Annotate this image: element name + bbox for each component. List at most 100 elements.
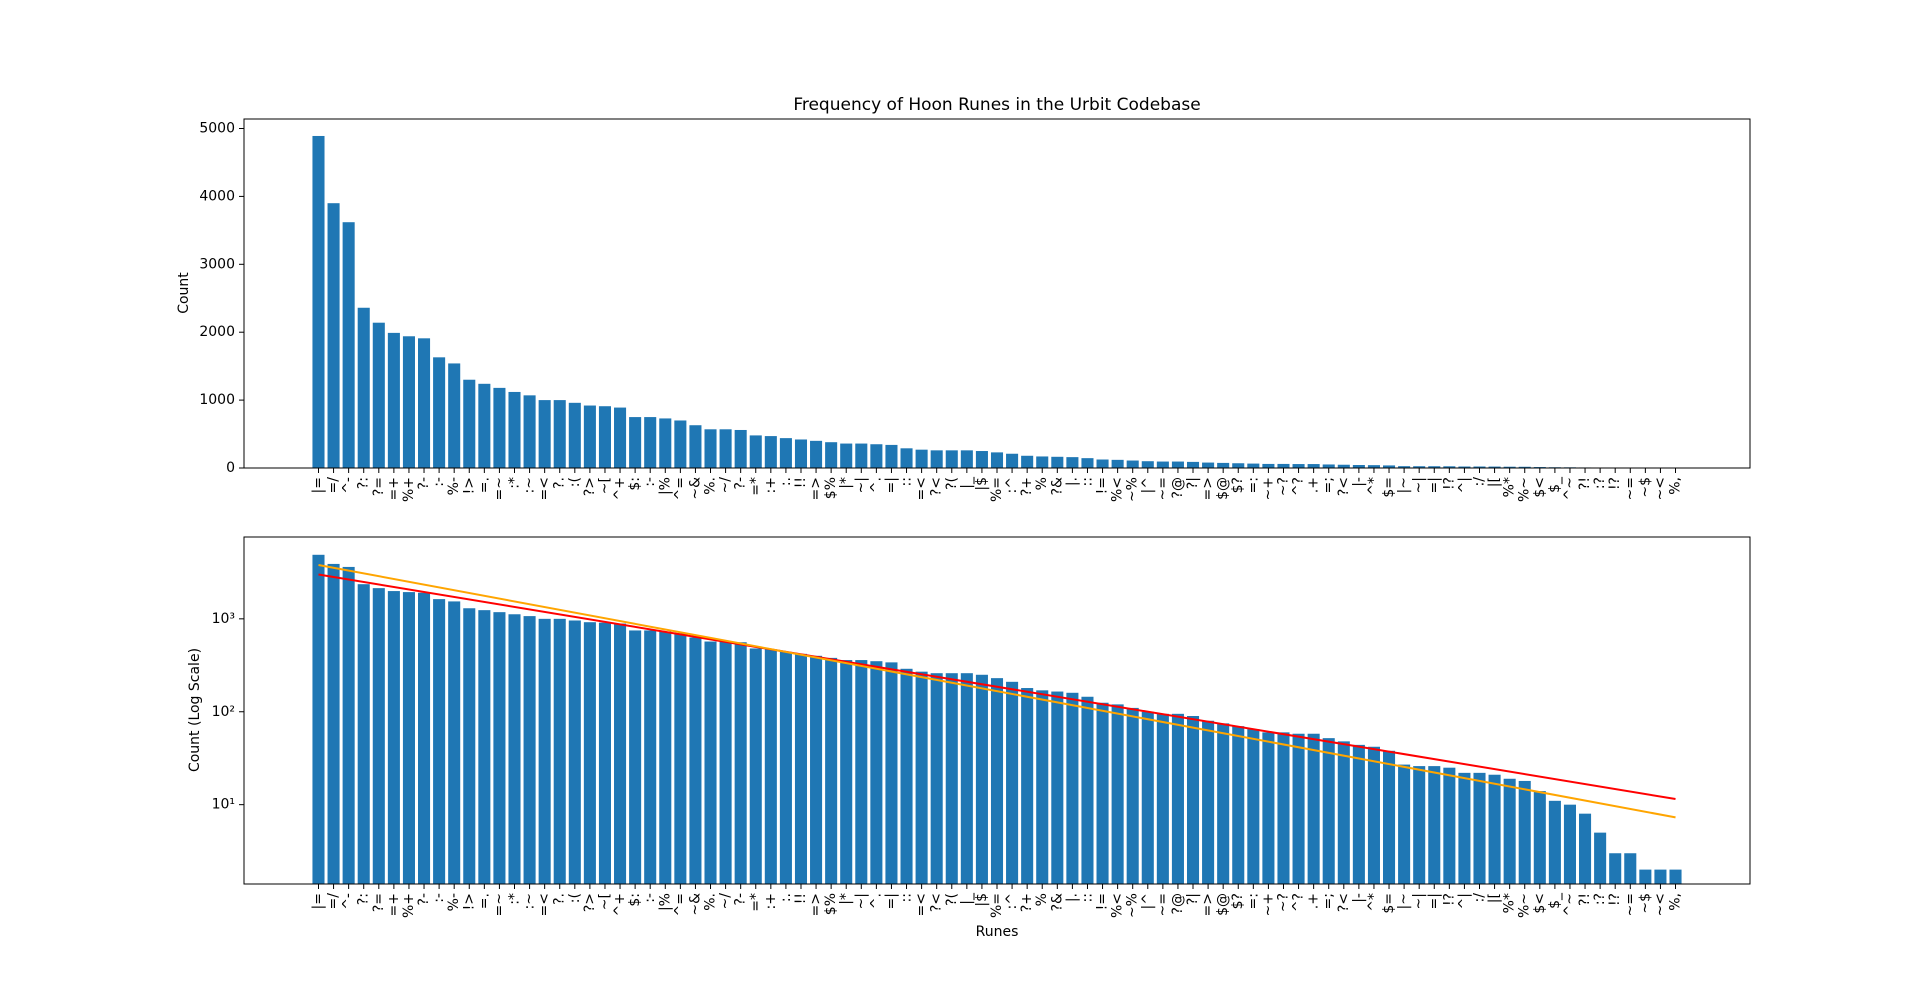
x-tick-label: ^+ [612,893,628,916]
x-tick-label: !> [461,477,477,494]
x-tick-label: %- [446,893,462,911]
bar [825,442,838,468]
x-tick-label: =/ [326,893,342,910]
bar [1594,832,1607,884]
bar [960,673,973,884]
bar [1488,466,1501,468]
x-tick-label: %. [703,893,719,911]
bar [1051,456,1064,468]
bar [1563,804,1576,884]
x-tick-label: :~ [522,477,538,493]
bar [1669,869,1682,884]
x-tick-label: :/ [1471,477,1487,487]
bar [1126,707,1139,884]
bar [719,429,732,468]
x-tick-label: =< [914,477,930,500]
x-tick-label: =* [748,477,764,496]
y-tick-label: 3000 [199,256,235,272]
x-tick-label: !> [461,893,477,910]
x-tick-label: :: [899,477,915,486]
bar [1111,704,1124,884]
bar [402,592,415,884]
x-tick-label: ^+ [612,477,628,500]
x-tick-label: ?+ [1019,893,1035,912]
bar [1413,466,1426,468]
bar [1247,729,1260,884]
bar [1428,766,1441,884]
x-tick-label: %* [1502,893,1518,913]
y-tick-label: 1000 [199,392,235,408]
bar [1262,463,1275,468]
x-tick-label: |= [310,477,326,493]
bar [704,641,717,884]
bar [674,420,687,468]
bar [840,443,853,468]
x-tick-label: ~[ [597,477,613,494]
x-axis-label: Runes [976,924,1019,940]
bar [433,599,446,884]
bar [553,400,566,468]
x-tick-label: :( [567,893,583,903]
x-tick-label: %~ [1517,893,1533,918]
x-tick-label: :- [642,893,658,903]
bar [433,357,446,468]
bar [1051,691,1064,884]
bar [478,610,491,884]
x-tick-label: ~+ [1260,893,1276,916]
x-tick-label: $% [823,477,839,499]
bar [1352,465,1365,468]
x-tick-label: ~+ [1260,477,1276,500]
bar [448,363,461,468]
bar [493,612,506,884]
x-tick-label: != [1095,893,1111,910]
x-tick-label: :- [431,477,447,487]
bar [568,620,581,884]
y-tick-label: 4000 [199,188,235,204]
x-tick-label: ^~ [1562,893,1578,916]
x-tick-label: :. [778,893,794,902]
x-tick-label: % [1034,477,1050,490]
bar [1398,764,1411,884]
x-tick-label: =~ [491,477,507,500]
bar [1292,464,1305,468]
x-tick-label: :? [1592,477,1608,489]
plot-frame [243,118,1751,469]
bar [1292,733,1305,884]
x-tick-label: ~[ [597,893,613,910]
bar [1036,456,1049,468]
x-tick-label: ?( [944,893,960,906]
bar [372,588,385,884]
bar [1171,461,1184,468]
bar [1186,461,1200,468]
bar [342,566,355,884]
x-tick-label: $@ [1215,893,1231,916]
bar [659,418,672,468]
x-tick-label: != [1095,477,1111,494]
x-tick-label: =* [748,893,764,912]
bar [1654,869,1667,884]
bar [1518,780,1531,884]
x-tick-label: %, [1668,893,1684,911]
bar [1217,723,1230,884]
x-tick-label: $_ [1547,892,1563,909]
x-tick-label: |% [657,893,673,911]
bar [418,592,431,884]
x-tick-label: ~? [1275,477,1291,496]
x-tick-label: =< [537,477,553,500]
x-tick-label: ^* [1366,893,1382,912]
x-tick-label: ~| [853,893,869,909]
x-tick-label: ?& [1049,893,1065,911]
bar [508,391,521,468]
x-tick-label: ?& [1049,477,1065,495]
bar [568,402,581,468]
x-tick-label: ?: [356,893,372,905]
bar [538,618,551,884]
x-tick-label: %< [1110,477,1126,502]
y-tick-label: 2000 [199,324,235,340]
bar [990,678,1004,884]
x-tick-label: ~? [1275,893,1291,912]
x-tick-label: :- [642,477,658,487]
x-tick-label: !? [1607,893,1623,906]
x-tick-label: ~& [687,893,703,916]
x-tick-label: ?! [1577,893,1593,906]
